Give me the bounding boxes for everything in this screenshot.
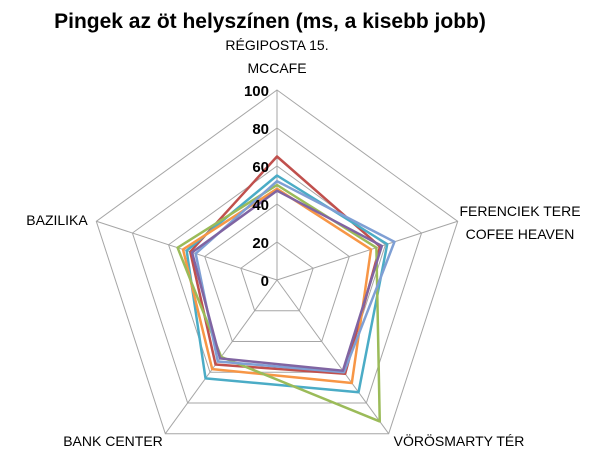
series-line <box>190 189 384 372</box>
tick-label: 0 <box>261 273 269 290</box>
tick-label: 20 <box>252 235 269 252</box>
series-line <box>176 183 381 423</box>
series-layer <box>176 155 396 423</box>
axis-label: BAZILIKA <box>26 212 88 228</box>
grid-layer <box>95 89 459 435</box>
chart-title: Pingek az öt helyszínen (ms, a kisebb jo… <box>54 10 486 33</box>
axis-label: COFEE HEAVEN <box>466 226 575 242</box>
grid-ring <box>204 203 350 342</box>
series-line <box>181 187 373 385</box>
axis-label: BANK CENTER <box>63 433 163 449</box>
axis-label: RÉGIPOSTA 15. <box>225 37 328 53</box>
axis-spoke <box>276 220 458 281</box>
grid-ring <box>95 89 459 435</box>
series-line <box>194 179 396 374</box>
tick-label: 40 <box>252 197 269 214</box>
tick-label: 60 <box>252 159 269 176</box>
grid-ring <box>240 241 314 312</box>
axis-label: MCCAFE <box>247 60 306 76</box>
label-layer: 0 20 40 60 80 100 RÉGIPOSTA 15. MCCAFE FERENCIEK… <box>26 37 580 449</box>
axis-spoke <box>276 279 390 435</box>
tick-label: 80 <box>252 121 269 138</box>
axis-label: VÖRÖSMARTY TÉR <box>394 432 525 449</box>
grid-ring <box>131 127 423 404</box>
axis-label: FERENCIEK TERE <box>459 203 580 219</box>
tick-label: 100 <box>244 83 269 100</box>
